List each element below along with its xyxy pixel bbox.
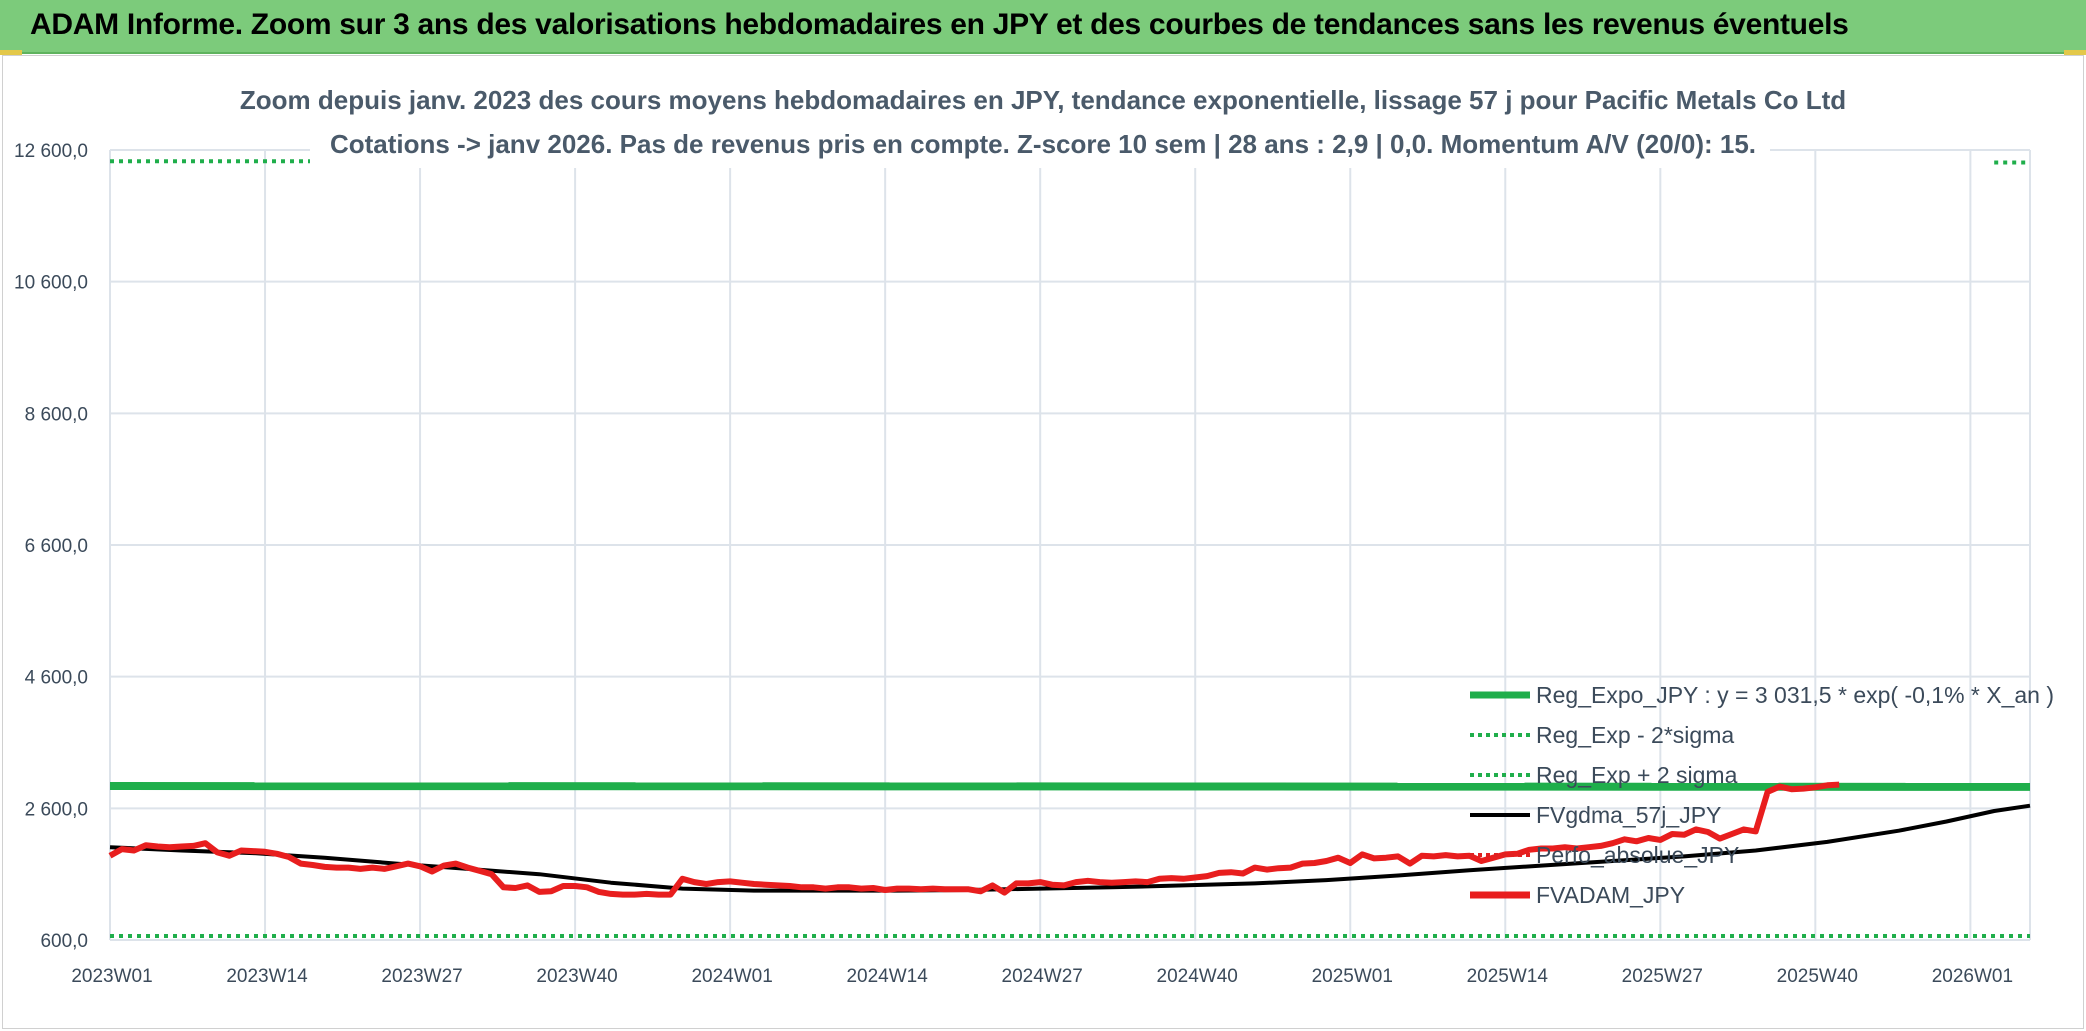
x-axis-ticks: 2023W01 2023W14 2023W27 2023W40 2024W01 2024W…: [71, 966, 2013, 987]
x-tick-label: 2024W27: [1002, 966, 1083, 987]
banner-accent-right: [2064, 50, 2086, 55]
chart-title-line-2: Cotations -> janv 2026. Pas de revenus p…: [330, 129, 1756, 159]
x-tick-label: 2025W27: [1622, 966, 1703, 987]
series-reg-expo: [109, 782, 2031, 791]
x-tick-label: 2023W14: [226, 966, 308, 987]
legend-label: Reg_Expo_JPY : y = 3 031,5 * exp( -0,1% …: [1536, 682, 2054, 708]
report-title: ADAM Informe. Zoom sur 3 ans des valoris…: [30, 8, 1849, 41]
chart-container: [2, 55, 2084, 1029]
x-tick-label: 2023W40: [536, 966, 617, 987]
legend: Reg_Expo_JPY : y = 3 031,5 * exp( -0,1% …: [1470, 682, 2054, 908]
x-tick-label: 2023W27: [381, 966, 462, 987]
x-tick-label: 2024W40: [1157, 966, 1238, 987]
report-banner: ADAM Informe. Zoom sur 3 ans des valoris…: [0, 0, 2086, 54]
y-tick-label: 4 600,0: [25, 668, 88, 689]
series-fvadam: [108, 781, 1840, 898]
x-tick-label: 2024W01: [691, 966, 772, 987]
legend-label: FVgdma_57j_JPY: [1536, 802, 1721, 828]
series-layer: [108, 159, 2031, 938]
grid: [109, 149, 2031, 941]
y-tick-label: 10 600,0: [14, 273, 88, 294]
legend-label: FVADAM_JPY: [1536, 882, 1685, 908]
legend-label: Reg_Exp - 2*sigma: [1536, 722, 1734, 748]
x-tick-label: 2025W40: [1777, 966, 1858, 987]
banner-accent-left: [0, 50, 22, 55]
legend-label: Perfo_absolue_JPY: [1536, 842, 1739, 868]
y-tick-label: 12 600,0: [14, 141, 88, 162]
x-tick-label: 2025W14: [1467, 966, 1549, 987]
y-tick-label: 8 600,0: [25, 404, 88, 425]
chart-title-line-1: Zoom depuis janv. 2023 des cours moyens …: [240, 85, 1846, 115]
x-tick-label: 2025W01: [1312, 966, 1393, 987]
x-tick-label: 2026W01: [1932, 966, 2013, 987]
x-tick-label: 2024W14: [846, 966, 928, 987]
y-axis-ticks: 12 600,0 10 600,0 8 600,0 6 600,0 4 600,0 2 6…: [14, 141, 88, 952]
legend-label: Reg_Exp + 2 sigma: [1536, 762, 1738, 788]
y-tick-label: 6 600,0: [25, 536, 88, 557]
y-tick-label: 600,0: [40, 931, 88, 952]
series-fvgdma: [109, 803, 2031, 893]
x-tick-label: 2023W01: [71, 966, 152, 987]
title-backdrop: [310, 78, 1770, 168]
y-tick-label: 2 600,0: [25, 799, 88, 820]
